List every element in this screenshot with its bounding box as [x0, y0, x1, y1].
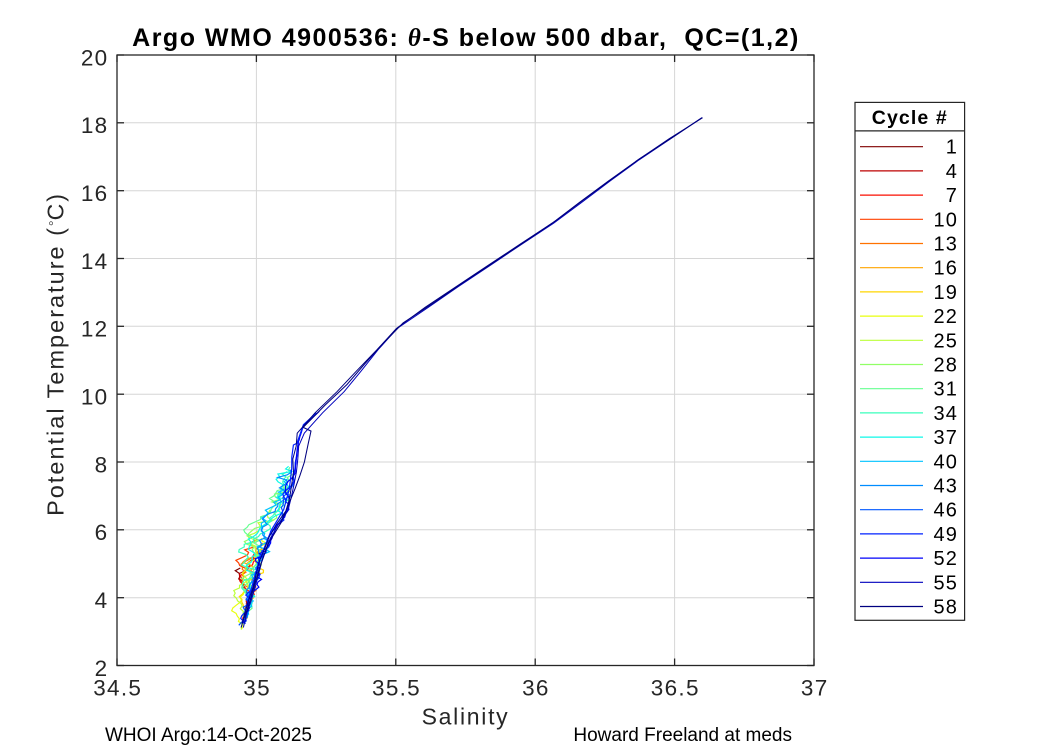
- svg-text:14: 14: [81, 249, 109, 274]
- svg-text:13: 13: [934, 234, 958, 256]
- svg-text:25: 25: [934, 330, 958, 352]
- svg-text:58: 58: [934, 597, 958, 619]
- svg-text:22: 22: [934, 306, 958, 328]
- svg-text:18: 18: [81, 113, 109, 138]
- svg-text:36: 36: [522, 676, 550, 701]
- svg-text:43: 43: [934, 476, 958, 498]
- svg-text:16: 16: [81, 181, 109, 206]
- svg-text:40: 40: [934, 451, 958, 473]
- svg-text:1: 1: [946, 137, 958, 159]
- svg-text:Howard Freeland at meds: Howard Freeland at meds: [573, 725, 792, 746]
- svg-text:10: 10: [81, 385, 109, 410]
- svg-text:Potential Temperature (◦C): Potential Temperature (◦C): [43, 192, 69, 516]
- svg-text:19: 19: [934, 282, 958, 304]
- svg-text:28: 28: [934, 355, 958, 377]
- svg-text:7: 7: [946, 185, 958, 207]
- svg-text:8: 8: [95, 452, 109, 477]
- svg-text:20: 20: [81, 45, 109, 70]
- svg-text:6: 6: [95, 520, 109, 545]
- svg-text:16: 16: [934, 258, 958, 280]
- svg-text:46: 46: [934, 500, 958, 522]
- svg-text:49: 49: [934, 524, 958, 546]
- svg-text:2: 2: [95, 656, 109, 681]
- svg-text:Cycle #: Cycle #: [872, 107, 948, 129]
- svg-text:52: 52: [934, 548, 958, 570]
- svg-text:34.5: 34.5: [93, 676, 142, 701]
- svg-text:36.5: 36.5: [651, 676, 700, 701]
- svg-text:10: 10: [934, 209, 958, 231]
- svg-text:35.5: 35.5: [372, 676, 421, 701]
- svg-text:4: 4: [95, 588, 109, 613]
- svg-text:31: 31: [934, 379, 958, 401]
- svg-text:12: 12: [81, 317, 109, 342]
- svg-text:Argo WMO 4900536: θ-S below 50: Argo WMO 4900536: θ-S below 500 dbar, QC…: [132, 24, 800, 52]
- svg-text:35: 35: [243, 676, 271, 701]
- svg-text:37: 37: [801, 676, 829, 701]
- svg-text:4: 4: [946, 161, 958, 183]
- svg-text:37: 37: [934, 427, 958, 449]
- svg-text:55: 55: [934, 572, 958, 594]
- svg-text:Salinity: Salinity: [422, 704, 510, 730]
- svg-text:WHOI Argo:14-Oct-2025: WHOI Argo:14-Oct-2025: [105, 725, 312, 746]
- svg-text:34: 34: [934, 403, 958, 425]
